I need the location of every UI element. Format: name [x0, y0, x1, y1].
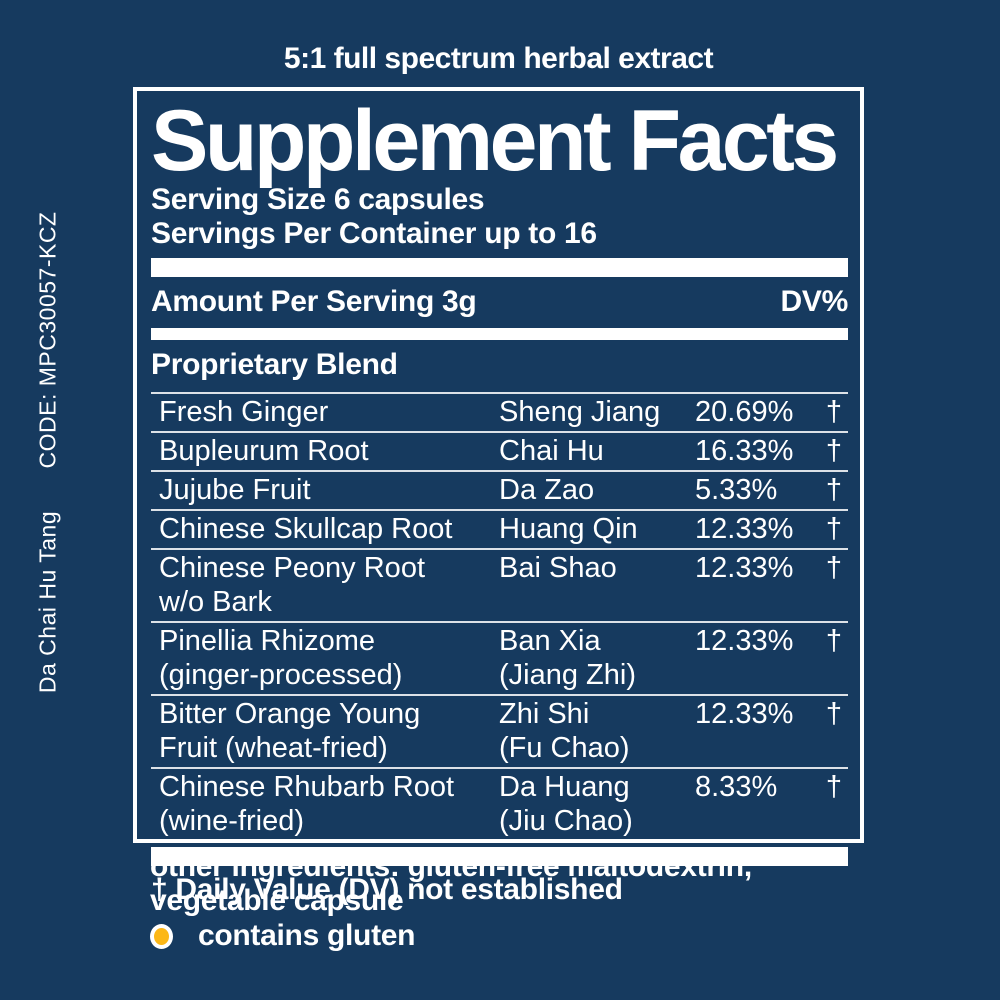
ingredient-pinyin: Ban Xia (Jiang Zhi) — [499, 625, 636, 691]
ingredient-dv-dagger: † — [825, 552, 842, 584]
dv-percent-label: DV% — [780, 285, 849, 318]
supplement-facts-title: Supplement Facts — [151, 93, 839, 189]
ingredient-pinyin: Sheng Jiang — [499, 396, 661, 428]
ingredient-name: Bupleurum Root — [159, 435, 369, 467]
ingredient-dv-dagger: † — [825, 396, 842, 428]
other-ingredients-line2: vegetable capsule — [150, 884, 404, 917]
amount-per-serving-header: Amount Per Serving 3g DV% — [151, 277, 848, 328]
ingredient-percent: 12.33% — [695, 625, 794, 657]
ingredient-dv-dagger: † — [825, 771, 842, 803]
thick-divider-bar-bottom — [151, 847, 848, 866]
gluten-dot-icon — [150, 923, 173, 949]
ingredient-percent: 16.33% — [695, 435, 794, 467]
medium-divider-bar — [151, 328, 848, 340]
product-name-vertical-text: Da Chai Hu Tang — [34, 510, 61, 694]
ingredient-percent: 12.33% — [695, 552, 794, 584]
blend-row-6: Bitter Orange Young Fruit (wheat-fried) Zh… — [151, 696, 848, 769]
ingredient-name: Bitter Orange Young Fruit (wheat-fried) — [159, 698, 421, 764]
blend-row-4: Chinese Peony Root w/o Bark Bai Shao 12.33%… — [151, 550, 848, 623]
ingredient-pinyin: Chai Hu — [499, 435, 604, 467]
blend-row-5: Pinellia Rhizome (ginger-processed) Ban Xi… — [151, 623, 848, 696]
contains-gluten-label: contains gluten — [198, 919, 416, 952]
thick-divider-bar-top — [151, 258, 848, 277]
contains-gluten-note: contains gluten — [150, 919, 415, 953]
ingredient-name: Chinese Skullcap Root — [159, 513, 453, 545]
proprietary-blend-header: Proprietary Blend — [151, 348, 398, 381]
blend-row-7: Chinese Rhubarb Root (wine-fried) Da Huang… — [151, 769, 848, 840]
ingredient-name: Jujube Fruit — [159, 474, 311, 506]
blend-row-3: Chinese Skullcap Root Huang Qin 12.33% † — [151, 511, 848, 550]
daily-value-footnote: † Daily Value (DV) not established — [151, 873, 623, 906]
servings-per-container-text: Servings Per Container up to 16 — [151, 217, 597, 250]
amount-per-serving-label: Amount Per Serving 3g — [151, 285, 477, 318]
blend-row-2: Jujube Fruit Da Zao 5.33% † — [151, 472, 848, 511]
ingredient-dv-dagger: † — [825, 474, 842, 506]
ingredient-name: Chinese Peony Root w/o Bark — [159, 552, 425, 618]
blend-row-1: Bupleurum Root Chai Hu 16.33% † — [151, 433, 848, 472]
serving-size-text: Serving Size 6 capsules — [151, 183, 485, 216]
ingredient-dv-dagger: † — [825, 435, 842, 467]
blend-rows: Fresh Ginger Sheng Jiang 20.69% † Bupleurum … — [151, 392, 848, 840]
ingredient-percent: 8.33% — [695, 771, 778, 803]
product-code-vertical-text: CODE: MPC30057-KCZ — [34, 211, 61, 469]
ingredient-name: Pinellia Rhizome (ginger-processed) — [159, 625, 403, 691]
ingredient-pinyin: Zhi Shi (Fu Chao) — [499, 698, 630, 764]
ingredient-pinyin: Huang Qin — [499, 513, 638, 545]
ingredient-pinyin: Da Zao — [499, 474, 595, 506]
ingredient-dv-dagger: † — [825, 698, 842, 730]
other-ingredients-text: other ingredients: gluten-free maltodext… — [150, 850, 752, 918]
ingredient-percent: 12.33% — [695, 513, 794, 545]
ingredient-name: Fresh Ginger — [159, 396, 329, 428]
extract-ratio-tagline: 5:1 full spectrum herbal extract — [283, 42, 714, 75]
ingredient-dv-dagger: † — [825, 513, 842, 545]
ingredient-pinyin: Da Huang (Jiu Chao) — [499, 771, 633, 837]
ingredient-dv-dagger: † — [825, 625, 842, 657]
ingredient-percent: 5.33% — [695, 474, 778, 506]
blend-row-0: Fresh Ginger Sheng Jiang 20.69% † — [151, 394, 848, 433]
ingredient-name: Chinese Rhubarb Root (wine-fried) — [159, 771, 455, 837]
ingredient-percent: 12.33% — [695, 698, 794, 730]
ingredient-pinyin: Bai Shao — [499, 552, 617, 584]
other-ingredients-line1: other ingredients: gluten-free maltodext… — [150, 850, 752, 883]
ingredient-percent: 20.69% — [695, 396, 794, 428]
supplement-facts-panel: Supplement Facts Serving Size 6 capsules… — [133, 87, 864, 906]
